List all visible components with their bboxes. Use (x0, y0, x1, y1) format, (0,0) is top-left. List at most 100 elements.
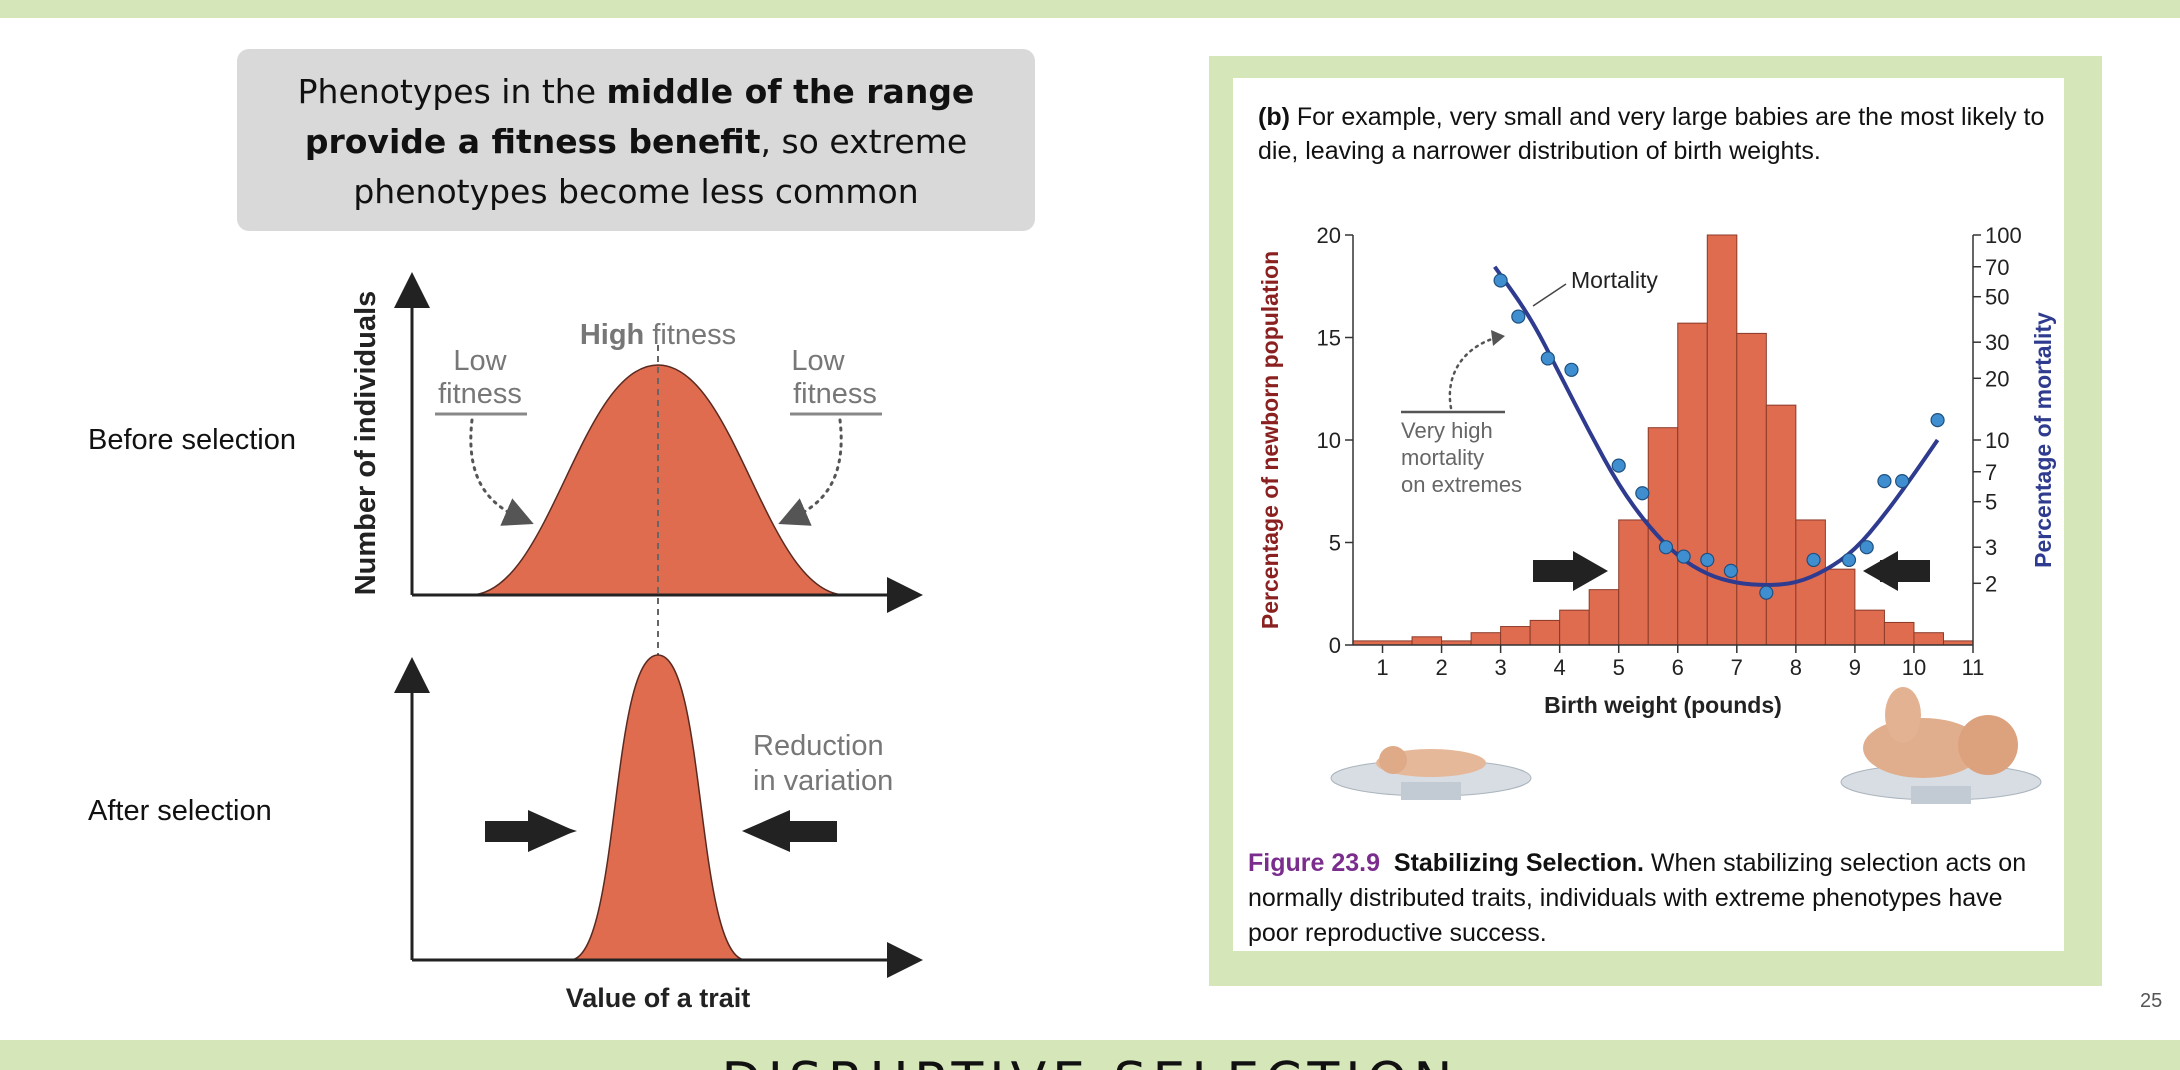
histogram-bar (1883, 621, 1915, 646)
histogram-bar (1765, 404, 1797, 646)
extremes-arrow-head (1491, 330, 1505, 346)
mortality-point (1493, 273, 1508, 288)
callout-line2-bold: provide a fitness benefit (304, 122, 761, 161)
low-fitness-right-1: Low (791, 345, 845, 377)
x-tick-label: 6 (1672, 655, 1684, 680)
y-tick-label: 15 (1317, 326, 1341, 351)
figure-caption: Figure 23.9 Stabilizing Selection. When … (1248, 846, 2058, 951)
x-tick-label: 7 (1731, 655, 1743, 680)
right-chart-arrow-head (1863, 551, 1898, 591)
callout-text: Phenotypes in the middle of the range pr… (237, 67, 1035, 217)
bottom-band: DISRUPTIVE SELECTION (0, 1040, 2180, 1070)
small-baby-illustration (1330, 746, 1532, 800)
figure-description: (b) For example, very small and very lar… (1258, 100, 2058, 168)
extremes-dotted-arrow (1448, 336, 1497, 410)
y-tick-label: 5 (1329, 531, 1341, 556)
histogram-bar (1647, 427, 1679, 646)
mortality-point (1877, 474, 1892, 489)
y-right-tick-label: 100 (1985, 223, 2022, 248)
after-selection-label: After selection (88, 795, 272, 827)
y-right-tick-label: 70 (1985, 255, 2009, 280)
mortality-curve (1493, 265, 1940, 587)
chart-axes: 1 2 3 4 5 6 7 8 9 10 11 0 5 10 15 20 100 70 50 30 20 10 7 5 3 2 (1317, 223, 2022, 680)
low-left-dotted-arrow (469, 418, 534, 526)
histogram-bar (1736, 332, 1767, 646)
y-right-tick-label: 20 (1985, 366, 2009, 391)
y-axis-label-left: Percentage of newborn population (1257, 251, 1283, 629)
x-axis-label: Value of a trait (566, 983, 751, 1013)
x-tick-label: 5 (1613, 655, 1625, 680)
large-baby-illustration (1840, 687, 2042, 804)
right-squeeze-arrow-body (785, 821, 837, 842)
top-band (0, 0, 2180, 18)
histogram-bar (1854, 609, 1885, 646)
extremes-label-3: on extremes (1401, 472, 1522, 497)
selection-diagram: Number of individuals High fitness Low f… (350, 272, 923, 1013)
desc-bold: (b) (1258, 103, 1290, 131)
y-tick-label: 0 (1329, 633, 1341, 658)
low-fitness-right-2: fitness (793, 378, 877, 410)
mortality-label: Mortality (1571, 267, 1658, 293)
y-right-tick-label: 50 (1985, 285, 2009, 310)
x-tick-label: 4 (1554, 655, 1566, 680)
histogram-bar (1559, 609, 1590, 646)
left-chart-arrow-body (1533, 560, 1578, 582)
caption-text: When stabilizing selection acts on norma… (1248, 849, 2027, 947)
mortality-point (1759, 585, 1774, 600)
y-right-tick-label: 10 (1985, 428, 2009, 453)
mortality-point (1676, 549, 1691, 564)
histogram-bar (1588, 589, 1620, 646)
extremes-label-1: Very high (1401, 418, 1493, 443)
y-right-tick-label: 2 (1985, 571, 1997, 596)
mortality-point (1895, 474, 1910, 489)
mortality-point (1540, 351, 1555, 366)
low-right-dotted-arrow (778, 418, 843, 526)
histogram-bar (1411, 636, 1443, 646)
x-tick-label: 10 (1902, 655, 1926, 680)
mortality-leader-line (1532, 283, 1567, 307)
y-axis-label-right: Percentage of mortality (2030, 312, 2056, 568)
y-right-tick-label: 7 (1985, 460, 1997, 485)
y-tick-label: 20 (1317, 223, 1341, 248)
y-right-tick-label: 5 (1985, 490, 1997, 515)
x-tick-label: 11 (1962, 655, 1985, 680)
callout-box: Phenotypes in the middle of the range pr… (237, 49, 1035, 231)
y-tick-label: 10 (1317, 428, 1341, 453)
left-squeeze-arrow-body (485, 821, 535, 842)
mortality-curve-group (1493, 265, 1940, 587)
y-right-tick-label: 30 (1985, 330, 2009, 355)
x-tick-label: 8 (1790, 655, 1802, 680)
x-tick-label: 1 (1376, 655, 1388, 680)
left-chart-arrow-head (1573, 551, 1608, 591)
mortality-point (1723, 563, 1739, 578)
high-bold-text: High (580, 319, 644, 351)
high-fitness-label: High fitness (580, 319, 736, 351)
histogram-bar (1500, 626, 1531, 646)
after-distribution-curve (569, 654, 747, 961)
callout-line2-text: , so extreme (760, 122, 968, 161)
x-axis-label-chart: Birth weight (pounds) (1544, 692, 1782, 718)
x-tick-label: 2 (1435, 655, 1447, 680)
mortality-point (1841, 552, 1857, 568)
mortality-point (1700, 552, 1715, 568)
histogram-bar (1824, 568, 1856, 646)
mortality-point (1611, 458, 1626, 473)
reduction-label-1: Reduction (753, 730, 884, 762)
low-fitness-left-1: Low (453, 345, 507, 377)
caption-figure-number: Figure 23.9 (1248, 849, 1380, 877)
caption-title: Stabilizing Selection. (1393, 849, 1644, 877)
mortality-points-group (1493, 273, 1945, 600)
mortality-point (1635, 486, 1650, 501)
high-rest-text: fitness (644, 319, 736, 351)
callout-line1-text: Phenotypes in the (297, 72, 607, 111)
histogram-bar (1618, 519, 1649, 646)
mortality-point (1658, 540, 1674, 555)
mortality-point (1511, 309, 1526, 324)
callout-line3-text: phenotypes become less common (353, 172, 919, 211)
histogram-bar (1677, 322, 1708, 646)
mortality-point (1859, 540, 1874, 555)
mortality-point (1564, 362, 1579, 377)
page-number: 25 (2140, 990, 2163, 1012)
y-right-tick-label: 3 (1985, 535, 1997, 560)
next-slide-title: DISRUPTIVE SELECTION (0, 1056, 2180, 1070)
